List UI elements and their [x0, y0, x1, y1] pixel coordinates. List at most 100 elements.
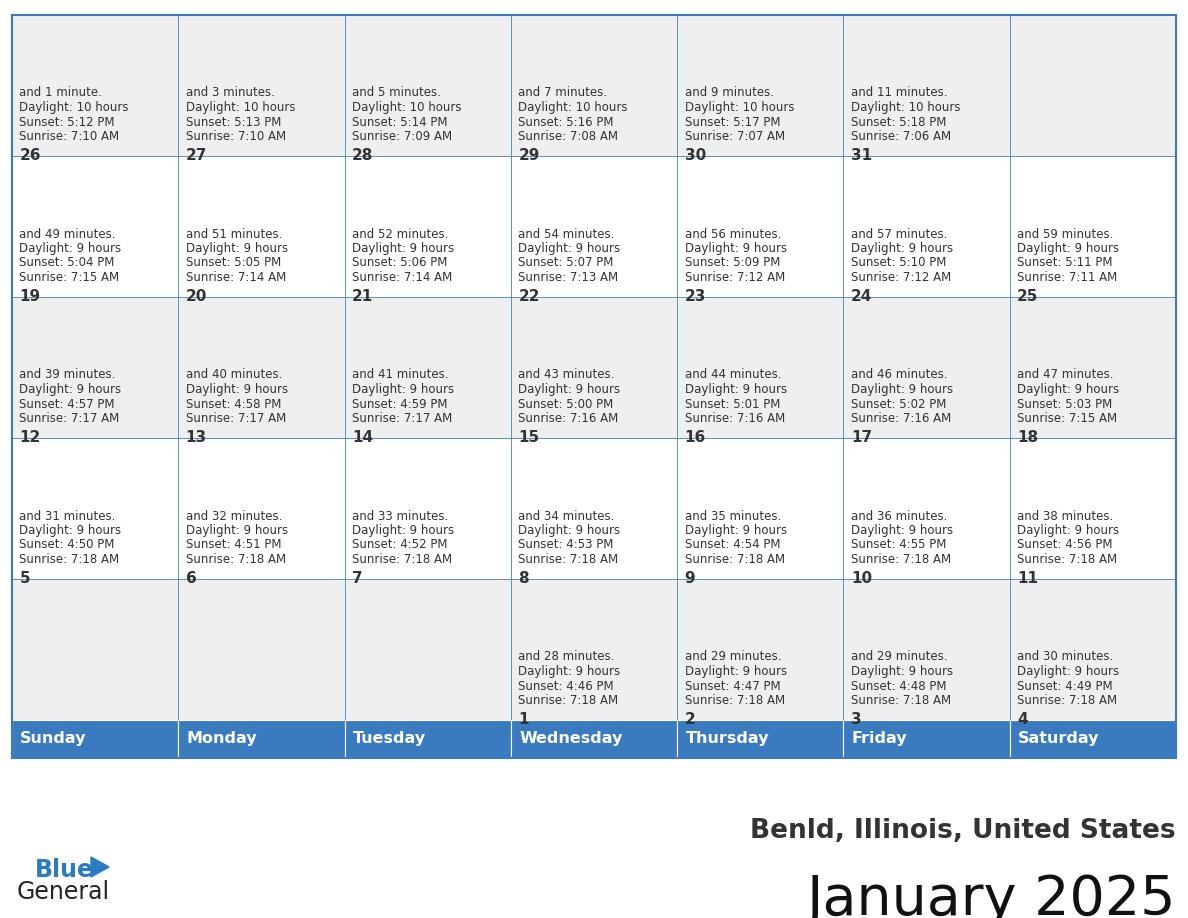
Text: and 1 minute.: and 1 minute. [19, 86, 102, 99]
Text: Sunrise: 7:07 AM: Sunrise: 7:07 AM [684, 130, 785, 143]
Text: 1: 1 [518, 712, 529, 727]
Text: and 3 minutes.: and 3 minutes. [185, 86, 274, 99]
Bar [345, 15, 511, 156]
Text: and 31 minutes.: and 31 minutes. [19, 509, 116, 522]
Text: 6: 6 [185, 571, 196, 586]
Text: Sunrise: 7:12 AM: Sunrise: 7:12 AM [684, 271, 785, 284]
Text: Daylight: 9 hours: Daylight: 9 hours [518, 383, 620, 396]
Text: Benld, Illinois, United States: Benld, Illinois, United States [751, 818, 1176, 844]
Text: 19: 19 [19, 289, 40, 304]
Text: Sunrise: 7:11 AM: Sunrise: 7:11 AM [1017, 271, 1118, 284]
Bar [1010, 438, 1176, 579]
Text: 9: 9 [684, 571, 695, 586]
Text: Sunday: Sunday [20, 732, 87, 746]
Bar [511, 297, 677, 438]
Text: 7: 7 [352, 571, 362, 586]
Text: Sunset: 4:59 PM: Sunset: 4:59 PM [352, 397, 448, 410]
Text: Sunrise: 7:14 AM: Sunrise: 7:14 AM [352, 271, 453, 284]
Text: Sunrise: 7:17 AM: Sunrise: 7:17 AM [185, 412, 286, 425]
Text: Sunset: 4:53 PM: Sunset: 4:53 PM [518, 539, 614, 552]
Text: and 46 minutes.: and 46 minutes. [851, 368, 947, 382]
Text: 4: 4 [1017, 712, 1028, 727]
Bar [511, 579, 677, 720]
Text: Sunset: 4:46 PM: Sunset: 4:46 PM [518, 679, 614, 692]
Text: and 47 minutes.: and 47 minutes. [1017, 368, 1113, 382]
Text: 20: 20 [185, 289, 207, 304]
Text: Daylight: 9 hours: Daylight: 9 hours [352, 383, 454, 396]
Text: Daylight: 9 hours: Daylight: 9 hours [1017, 665, 1119, 678]
Text: Daylight: 9 hours: Daylight: 9 hours [19, 383, 121, 396]
Text: Daylight: 9 hours: Daylight: 9 hours [1017, 242, 1119, 255]
Text: Sunset: 5:07 PM: Sunset: 5:07 PM [518, 256, 614, 270]
Bar [1010, 15, 1176, 156]
Text: Sunset: 5:14 PM: Sunset: 5:14 PM [352, 116, 448, 129]
Text: Sunrise: 7:09 AM: Sunrise: 7:09 AM [352, 130, 453, 143]
Text: Sunrise: 7:16 AM: Sunrise: 7:16 AM [684, 412, 785, 425]
Text: Sunset: 5:10 PM: Sunset: 5:10 PM [851, 256, 947, 270]
Text: January 2025: January 2025 [807, 873, 1176, 918]
Text: Daylight: 9 hours: Daylight: 9 hours [518, 242, 620, 255]
Text: 13: 13 [185, 430, 207, 445]
Text: Daylight: 9 hours: Daylight: 9 hours [851, 524, 953, 537]
Text: 26: 26 [19, 148, 40, 163]
Text: and 34 minutes.: and 34 minutes. [518, 509, 614, 522]
Bar [843, 297, 1010, 438]
Text: Daylight: 10 hours: Daylight: 10 hours [684, 101, 794, 114]
Text: Daylight: 9 hours: Daylight: 9 hours [185, 524, 287, 537]
Text: Sunrise: 7:15 AM: Sunrise: 7:15 AM [19, 271, 120, 284]
Text: and 39 minutes.: and 39 minutes. [19, 368, 116, 382]
Text: and 51 minutes.: and 51 minutes. [185, 228, 282, 241]
Text: 11: 11 [1017, 571, 1038, 586]
Text: Daylight: 9 hours: Daylight: 9 hours [352, 242, 454, 255]
Text: Sunset: 4:56 PM: Sunset: 4:56 PM [1017, 539, 1113, 552]
Bar [12, 15, 178, 156]
Bar [843, 156, 1010, 297]
Text: 17: 17 [851, 430, 872, 445]
Text: and 40 minutes.: and 40 minutes. [185, 368, 282, 382]
Text: 12: 12 [19, 430, 40, 445]
Text: Daylight: 9 hours: Daylight: 9 hours [684, 383, 786, 396]
Bar [843, 720, 1010, 758]
Text: Sunrise: 7:18 AM: Sunrise: 7:18 AM [1017, 553, 1118, 566]
Text: Sunset: 5:05 PM: Sunset: 5:05 PM [185, 256, 282, 270]
Text: Sunset: 5:02 PM: Sunset: 5:02 PM [851, 397, 947, 410]
Text: Sunrise: 7:14 AM: Sunrise: 7:14 AM [185, 271, 286, 284]
Text: 22: 22 [518, 289, 539, 304]
Text: and 59 minutes.: and 59 minutes. [1017, 228, 1113, 241]
Text: Daylight: 10 hours: Daylight: 10 hours [851, 101, 960, 114]
Text: Sunset: 5:16 PM: Sunset: 5:16 PM [518, 116, 614, 129]
Text: Daylight: 9 hours: Daylight: 9 hours [684, 524, 786, 537]
Text: Sunrise: 7:10 AM: Sunrise: 7:10 AM [185, 130, 286, 143]
Text: Sunrise: 7:18 AM: Sunrise: 7:18 AM [518, 553, 619, 566]
Text: Daylight: 9 hours: Daylight: 9 hours [352, 524, 454, 537]
Text: Saturday: Saturday [1018, 732, 1100, 746]
Bar [843, 579, 1010, 720]
Text: Daylight: 9 hours: Daylight: 9 hours [851, 665, 953, 678]
Bar [677, 15, 843, 156]
Text: Daylight: 9 hours: Daylight: 9 hours [1017, 383, 1119, 396]
Text: Blue: Blue [34, 858, 94, 882]
Bar [677, 438, 843, 579]
Text: Sunrise: 7:18 AM: Sunrise: 7:18 AM [518, 694, 619, 707]
Text: Sunset: 5:11 PM: Sunset: 5:11 PM [1017, 256, 1113, 270]
Text: Sunset: 5:12 PM: Sunset: 5:12 PM [19, 116, 115, 129]
Text: Sunset: 4:47 PM: Sunset: 4:47 PM [684, 679, 781, 692]
Bar [178, 156, 345, 297]
Text: and 9 minutes.: and 9 minutes. [684, 86, 773, 99]
Text: and 29 minutes.: and 29 minutes. [684, 651, 782, 664]
Text: 16: 16 [684, 430, 706, 445]
Bar [12, 297, 178, 438]
Text: 25: 25 [1017, 289, 1038, 304]
Text: Daylight: 10 hours: Daylight: 10 hours [518, 101, 627, 114]
Bar [843, 438, 1010, 579]
Text: and 11 minutes.: and 11 minutes. [851, 86, 947, 99]
Bar [178, 579, 345, 720]
Text: and 52 minutes.: and 52 minutes. [352, 228, 448, 241]
Text: and 49 minutes.: and 49 minutes. [19, 228, 116, 241]
Text: Daylight: 9 hours: Daylight: 9 hours [19, 242, 121, 255]
Text: and 57 minutes.: and 57 minutes. [851, 228, 947, 241]
Text: Daylight: 10 hours: Daylight: 10 hours [185, 101, 296, 114]
Text: 5: 5 [19, 571, 30, 586]
Bar [345, 297, 511, 438]
Bar [178, 720, 345, 758]
